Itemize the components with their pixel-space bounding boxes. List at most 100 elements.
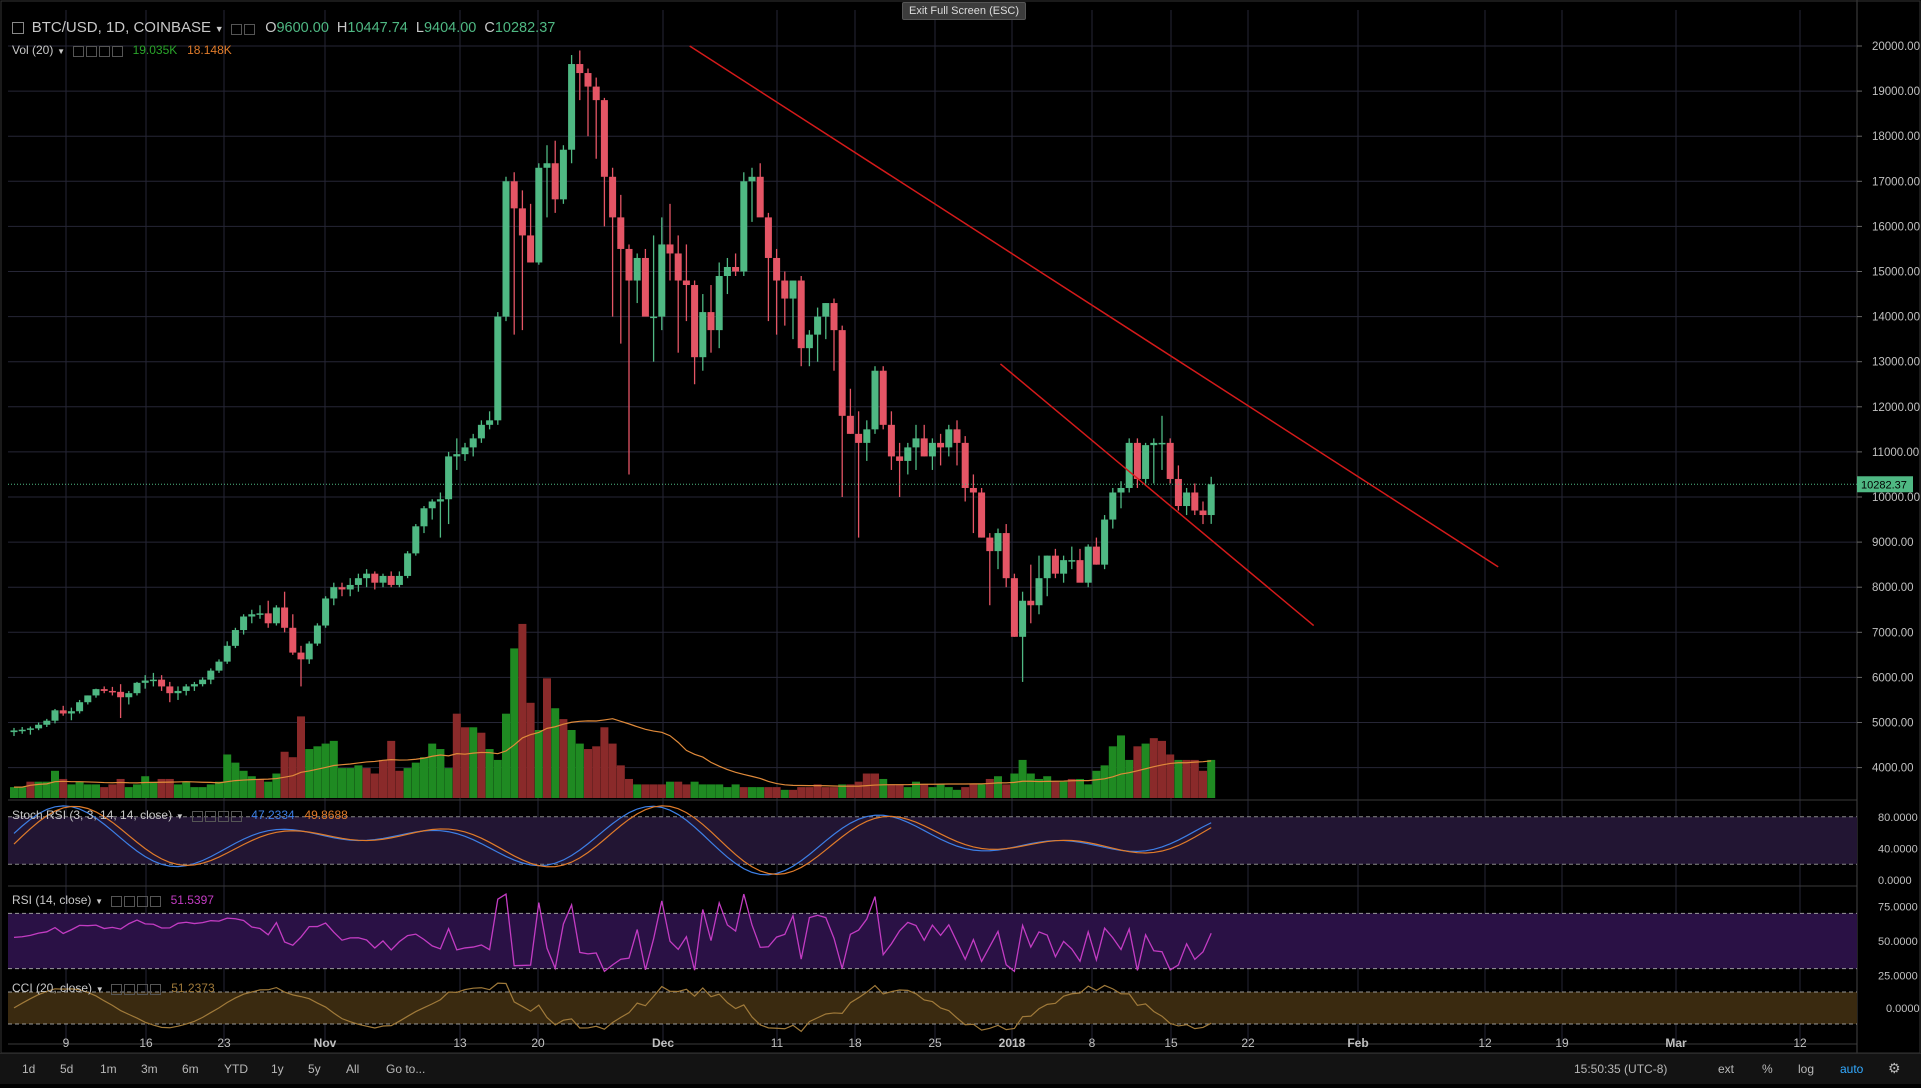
x-tick-label: 18 <box>848 1036 862 1050</box>
range-3m[interactable]: 3m <box>141 1062 158 1076</box>
log-toggle[interactable]: log <box>1798 1062 1815 1076</box>
cci-buttons[interactable] <box>111 981 163 996</box>
settings-icon[interactable] <box>191 810 203 822</box>
range-5d[interactable]: 5d <box>60 1062 74 1076</box>
candle-body <box>846 415 854 434</box>
candle-body <box>330 587 338 599</box>
chevron-down-icon[interactable]: ▼ <box>95 897 104 906</box>
volume-buttons[interactable] <box>72 43 125 58</box>
rsi-tick-label: 25.0000 <box>1878 971 1918 983</box>
rsi-buttons[interactable] <box>110 893 163 908</box>
range-all[interactable]: All <box>346 1062 360 1076</box>
hide-icon[interactable] <box>244 23 256 35</box>
candle-body <box>10 730 18 733</box>
volume-bar <box>75 781 84 798</box>
volume-bar <box>1149 738 1158 798</box>
volume-bar <box>26 781 35 798</box>
candle-body <box>1076 560 1084 583</box>
candle-body <box>223 645 231 662</box>
volume-bar <box>420 757 428 798</box>
add-icon[interactable] <box>98 45 110 57</box>
volume-bar <box>1092 770 1101 798</box>
candle <box>420 506 428 534</box>
goto-button[interactable]: Go to... <box>386 1062 426 1076</box>
hide-icon[interactable] <box>123 895 135 907</box>
candle <box>18 727 26 734</box>
candle <box>35 722 43 731</box>
rsi-label[interactable]: RSI (14, close) <box>12 893 92 907</box>
stoch-value-1: 47.2334 <box>251 808 295 822</box>
exit-fullscreen-tooltip[interactable]: Exit Full Screen (ESC) <box>902 2 1027 20</box>
candle-body <box>272 607 280 624</box>
candle <box>92 688 100 698</box>
candle <box>1101 515 1109 570</box>
cci-line <box>13 982 1212 1033</box>
hide-icon[interactable] <box>204 810 216 822</box>
settings-icon[interactable] <box>110 895 122 907</box>
candle-body <box>1101 519 1109 565</box>
gear-icon[interactable]: ⚙ <box>1888 1060 1901 1076</box>
candle-body <box>108 690 116 693</box>
volume-bar <box>1076 778 1084 798</box>
add-icon[interactable] <box>136 895 148 907</box>
volume-bar <box>338 768 346 798</box>
candle-body <box>986 537 994 552</box>
close-icon[interactable] <box>150 983 162 995</box>
add-icon[interactable] <box>137 983 149 995</box>
cci-label[interactable]: CCI (20, close) <box>12 981 93 995</box>
add-icon[interactable] <box>217 810 229 822</box>
volume-bar <box>739 787 748 798</box>
candle-body <box>789 280 797 299</box>
clock-readout[interactable]: 15:50:35 (UTC-8) <box>1574 1062 1668 1076</box>
volume-bar <box>953 789 961 798</box>
candle-body <box>100 689 108 691</box>
range-1y[interactable]: 1y <box>271 1062 284 1076</box>
range-1m[interactable]: 1m <box>100 1062 117 1076</box>
candle <box>789 280 797 340</box>
chevron-down-icon[interactable]: ▼ <box>214 24 224 34</box>
candle <box>223 641 231 664</box>
range-1d[interactable]: 1d <box>22 1062 36 1076</box>
symbol-label[interactable]: BTC/USD, 1D, COINBASE <box>31 19 211 36</box>
trendline-minor <box>999 363 1315 627</box>
candle <box>141 675 149 689</box>
main-legend: BTC/USD, 1D, COINBASE ▼ O9600.00 H10447.7… <box>12 19 555 36</box>
candle <box>1166 438 1174 484</box>
range-ytd[interactable]: YTD <box>224 1062 248 1076</box>
volume-label[interactable]: Vol (20) <box>12 43 54 57</box>
volume-bar <box>477 732 486 798</box>
chevron-down-icon[interactable]: ▼ <box>57 47 66 56</box>
chevron-down-icon[interactable]: ▼ <box>175 812 184 821</box>
candle-body <box>26 728 34 730</box>
range-5y[interactable]: 5y <box>308 1062 321 1076</box>
chevron-down-icon[interactable]: ▼ <box>95 985 104 994</box>
settings-icon[interactable] <box>111 983 123 995</box>
settings-icon[interactable] <box>231 23 243 35</box>
volume-bar <box>133 784 141 798</box>
close-icon[interactable] <box>149 895 161 907</box>
hide-icon[interactable] <box>85 45 97 57</box>
candle <box>117 684 125 718</box>
stoch-buttons[interactable] <box>191 808 244 823</box>
candle <box>1142 442 1150 484</box>
candle-body <box>125 693 133 698</box>
price-tick-label: 15000.00 <box>1872 267 1920 279</box>
candle-body <box>1043 555 1051 579</box>
stoch-label[interactable]: Stoch RSI (3, 3, 14, 14, close) <box>12 808 173 822</box>
auto-toggle[interactable]: auto <box>1840 1062 1864 1076</box>
hide-icon[interactable] <box>124 983 136 995</box>
bottom-toolbar: 1d 5d 1m 3m 6m YTD 1y 5y All Go to... 15… <box>0 1053 1921 1084</box>
close-icon[interactable] <box>230 810 242 822</box>
legend-buttons[interactable] <box>231 21 257 36</box>
percent-toggle[interactable]: % <box>1762 1062 1773 1076</box>
candle <box>814 307 822 362</box>
close-icon[interactable] <box>111 45 123 57</box>
range-6m[interactable]: 6m <box>182 1062 199 1076</box>
collapse-icon[interactable] <box>12 22 24 35</box>
settings-icon[interactable] <box>72 45 84 57</box>
candle <box>641 248 649 317</box>
ext-toggle[interactable]: ext <box>1718 1062 1735 1076</box>
rsi-line <box>13 892 1212 973</box>
